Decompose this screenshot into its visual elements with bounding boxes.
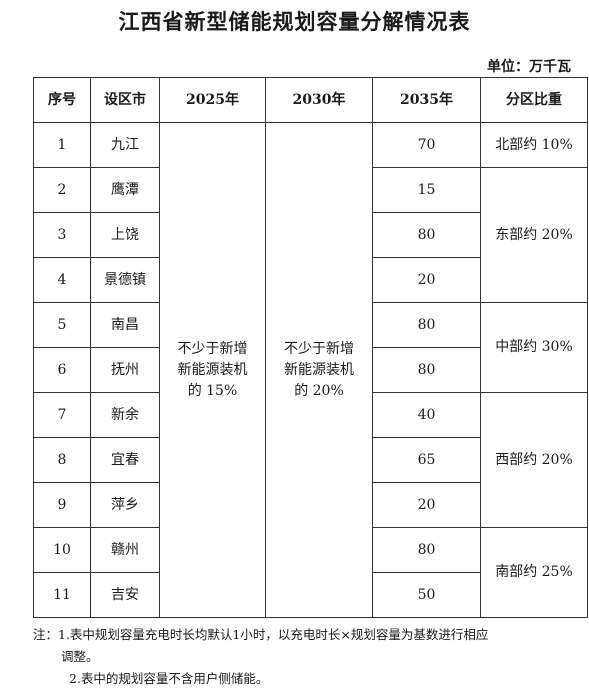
row-no: 2 — [33, 167, 91, 213]
table-row: 5 南昌 80 中部约 30% — [33, 302, 588, 393]
table-row: 11 吉安 50 — [33, 572, 588, 618]
row-city: 南昌 — [90, 302, 160, 348]
region-north: 北部约 10% — [480, 122, 588, 168]
row-2035: 15 — [372, 167, 481, 213]
row-no: 6 — [33, 347, 91, 393]
row-2035: 80 — [372, 212, 481, 258]
table-row: 10 赣州 80 南部约 25% — [33, 527, 588, 618]
header-2030: 2030年 — [265, 77, 373, 123]
header-2025: 2025年 — [159, 77, 266, 123]
row-2035: 40 — [372, 392, 481, 438]
unit-label: 单位：万千瓦 — [487, 59, 571, 75]
footnotes: 注：1.表中规划容量充电时长均默认1小时，以充电时长×规划容量为基数进行相应 调… — [33, 624, 573, 690]
footnote-1-continued: 调整。 — [61, 649, 99, 664]
row-2035: 65 — [372, 437, 481, 483]
header-no: 序号 — [33, 77, 91, 123]
row-no: 7 — [33, 392, 91, 438]
row-no: 9 — [33, 482, 91, 528]
row-no: 3 — [33, 212, 91, 258]
target-2025-line: 的 15% — [187, 382, 238, 399]
row-city: 赣州 — [90, 527, 160, 573]
row-city: 上饶 — [90, 212, 160, 258]
table-row: 1 九江 不少于新增 新能源装机 的 15% 不少于新增 新能源装机 的 20%… — [33, 122, 588, 618]
target-2030-line: 的 20% — [294, 382, 344, 399]
row-city: 鹰潭 — [90, 167, 160, 213]
row-2035: 80 — [372, 527, 481, 573]
row-2035: 20 — [372, 257, 481, 303]
row-city: 景德镇 — [90, 257, 160, 303]
row-2035: 50 — [372, 572, 481, 618]
row-2035: 80 — [372, 302, 481, 348]
table-row: 7 新余 40 西部约 20% — [33, 392, 588, 528]
row-no: 4 — [33, 257, 91, 303]
row-2035: 80 — [372, 347, 481, 393]
target-2030-line: 新能源装机 — [284, 361, 354, 378]
document-title: 江西省新型储能规划容量分解情况表 — [118, 9, 471, 34]
target-2025-line: 新能源装机 — [177, 361, 248, 378]
region-west: 西部约 20% — [480, 392, 588, 528]
row-city: 新余 — [90, 392, 160, 438]
table-row: 2 鹰潭 15 东部约 20% — [33, 167, 588, 303]
row-no: 11 — [33, 572, 91, 618]
capacity-table: 序号 设区市 2025年 2030年 2035年 分区比重 1 九江 不少于新增… — [33, 77, 588, 618]
footnote-2: 2.表中的规划容量不含用户侧储能。 — [69, 671, 269, 686]
target-2030-line: 不少于新增 — [284, 340, 354, 357]
region-central: 中部约 30% — [480, 302, 588, 393]
table-header-row: 序号 设区市 2025年 2030年 2035年 分区比重 — [33, 77, 588, 123]
header-2035: 2035年 — [372, 77, 481, 123]
target-2030-cell: 不少于新增 新能源装机 的 20% — [265, 122, 373, 618]
row-2035: 20 — [372, 482, 481, 528]
row-no: 10 — [33, 527, 91, 573]
target-2025-cell: 不少于新增 新能源装机 的 15% — [159, 122, 266, 618]
header-city: 设区市 — [90, 77, 160, 123]
row-no: 8 — [33, 437, 91, 483]
row-city: 宜春 — [90, 437, 160, 483]
target-2025-line: 不少于新增 — [177, 340, 248, 357]
row-2035: 70 — [372, 122, 481, 168]
header-region: 分区比重 — [480, 77, 588, 123]
table-row: 9 萍乡 20 — [33, 482, 588, 528]
row-no: 1 — [33, 122, 91, 168]
region-south: 南部约 25% — [480, 527, 588, 618]
table-row: 3 上饶 80 — [33, 212, 588, 258]
row-city: 吉安 — [90, 572, 160, 618]
row-no: 5 — [33, 302, 91, 348]
row-city: 抚州 — [90, 347, 160, 393]
footnote-1: 注：1.表中规划容量充电时长均默认1小时，以充电时长×规划容量为基数进行相应 — [33, 627, 489, 642]
row-city: 九江 — [90, 122, 160, 168]
region-east: 东部约 20% — [480, 167, 588, 303]
row-city: 萍乡 — [90, 482, 160, 528]
